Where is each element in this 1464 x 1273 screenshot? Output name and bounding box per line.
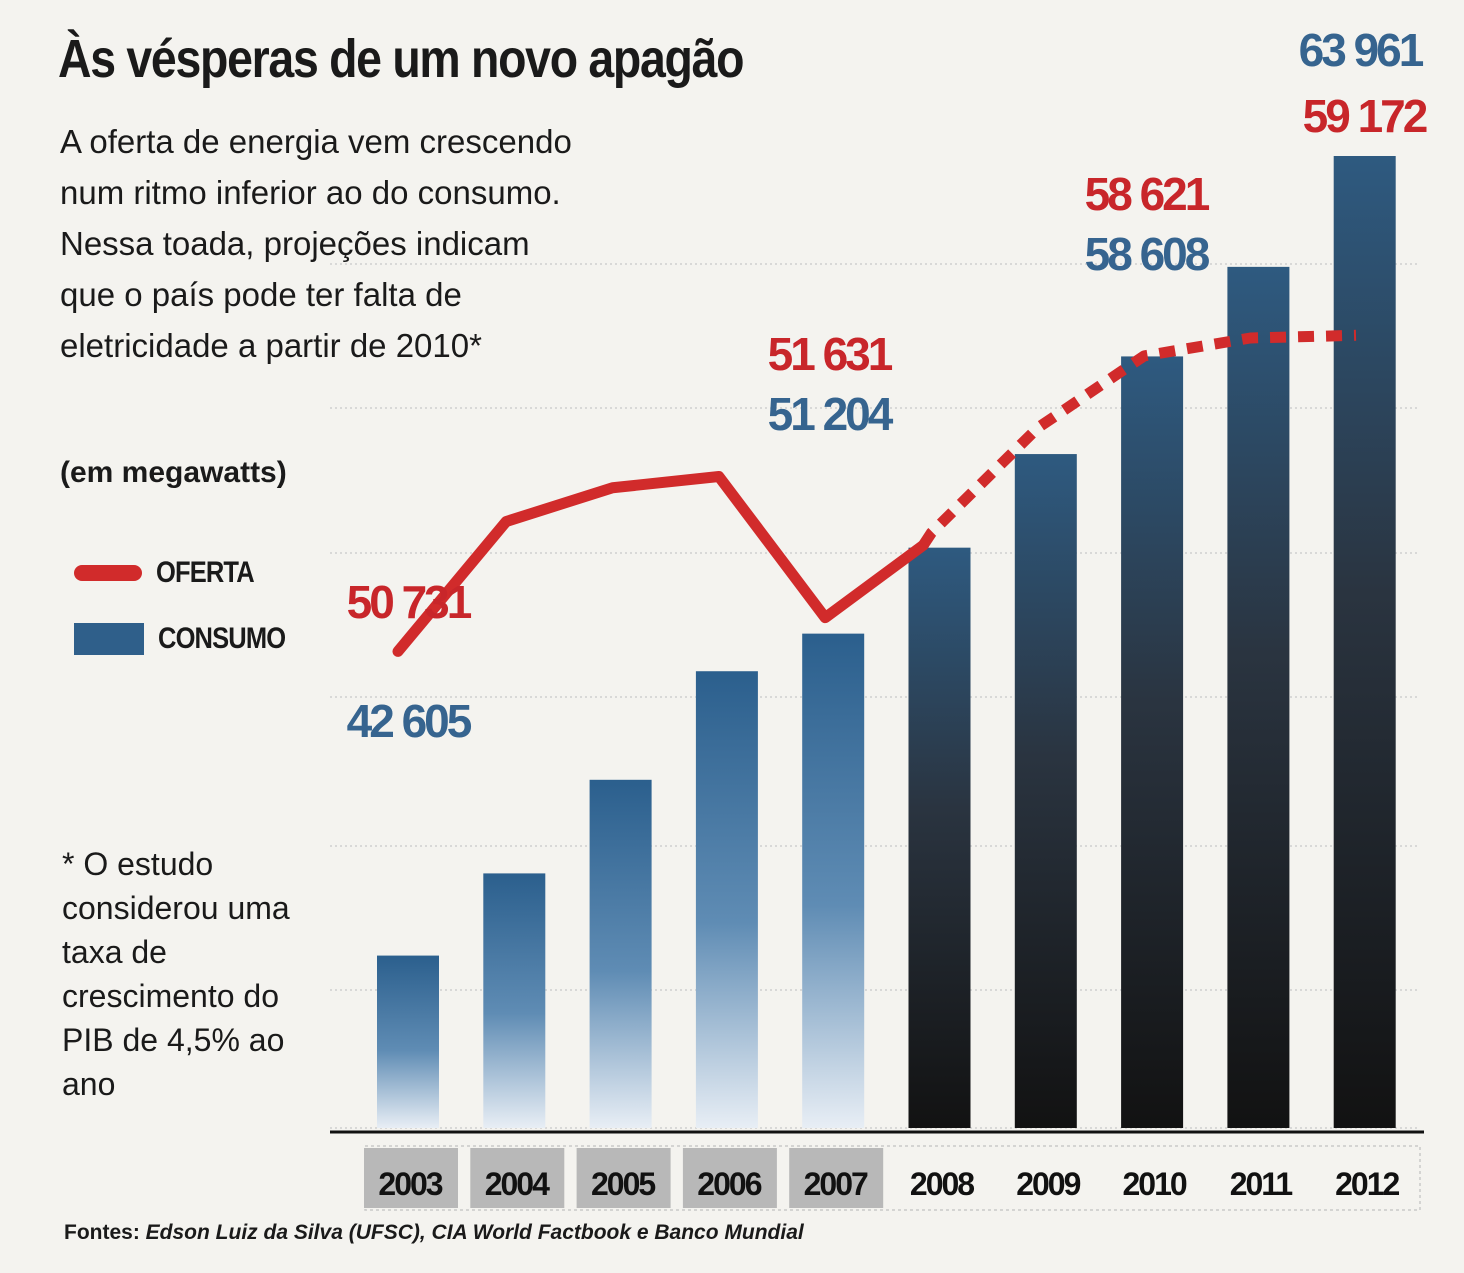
data-label-consumo-2010: 58 608 bbox=[1085, 228, 1210, 280]
data-label-oferta-2012: 59 172 bbox=[1303, 90, 1427, 142]
bar-2006 bbox=[695, 671, 758, 1128]
bar-2007 bbox=[802, 633, 865, 1128]
tick-bg-2007 bbox=[789, 1148, 884, 1208]
tick-label-2004: 2004 bbox=[485, 1166, 550, 1202]
bar-2008 bbox=[908, 547, 971, 1128]
tick-label-2007: 2007 bbox=[804, 1166, 868, 1202]
data-label-oferta-2010: 58 621 bbox=[1085, 168, 1210, 220]
tick-label-2010: 2010 bbox=[1123, 1166, 1187, 1202]
bar-2010 bbox=[1121, 356, 1184, 1128]
bar-2004 bbox=[483, 873, 546, 1128]
x-axis-frame bbox=[364, 1145, 1421, 1211]
legend-label-oferta: OFERTA bbox=[156, 556, 255, 589]
legend-label-consumo: CONSUMO bbox=[158, 622, 286, 655]
bar-2005 bbox=[589, 779, 652, 1128]
bar-2012 bbox=[1333, 156, 1396, 1128]
tick-label-2006: 2006 bbox=[697, 1166, 761, 1202]
data-label-oferta-2007: 51 631 bbox=[768, 328, 893, 380]
data-label-consumo-2003: 42 605 bbox=[347, 695, 472, 747]
tick-label-2012: 2012 bbox=[1335, 1166, 1399, 1202]
chart-subtitle: A oferta de energia vem crescendo num ri… bbox=[60, 123, 572, 364]
legend-swatch-consumo bbox=[74, 623, 144, 655]
source-text: Edson Luiz da Silva (UFSC), CIA World Fa… bbox=[145, 1221, 804, 1244]
tick-bg-2003 bbox=[364, 1148, 458, 1208]
data-label-oferta-2003: 50 731 bbox=[347, 576, 472, 628]
chart-title: Às vésperas de um novo apagão bbox=[58, 29, 745, 89]
oferta-line-solid bbox=[392, 471, 929, 657]
tick-label-2003: 2003 bbox=[378, 1166, 442, 1202]
tick-label-2008: 2008 bbox=[910, 1166, 974, 1202]
unit-label: (em megawatts) bbox=[60, 456, 287, 489]
oferta-line bbox=[392, 329, 1357, 657]
bar-2003 bbox=[377, 955, 439, 1128]
legend-swatch-oferta bbox=[74, 565, 142, 581]
tick-label-2005: 2005 bbox=[591, 1166, 655, 1202]
data-labels: 50 731 42 605 51 631 51 204 58 621 58 608 63 9… bbox=[347, 24, 1430, 747]
data-label-consumo-2007: 51 204 bbox=[768, 388, 894, 440]
source-note: Fontes: Edson Luiz da Silva (UFSC), CIA … bbox=[64, 1221, 804, 1245]
legend-item-consumo: CONSUMO bbox=[74, 622, 308, 656]
data-label-consumo-2012: 63 961 bbox=[1299, 24, 1424, 76]
footnote: * O estudo considerou uma taxa de cresci… bbox=[62, 846, 290, 1102]
bars bbox=[377, 156, 1396, 1128]
tick-label-2011: 2011 bbox=[1230, 1166, 1293, 1202]
oferta-line-projected bbox=[918, 329, 1357, 549]
tick-label-2009: 2009 bbox=[1016, 1166, 1080, 1202]
x-axis: 2003 2004 2005 2006 2007 2008 2009 2010 2011 2012 bbox=[330, 1130, 1424, 1211]
tick-bg-2005 bbox=[576, 1148, 671, 1208]
tick-bg-2006 bbox=[682, 1148, 777, 1208]
bar-2011 bbox=[1227, 266, 1290, 1128]
tick-bg-2004 bbox=[470, 1148, 565, 1208]
legend-item-oferta: OFERTA bbox=[74, 556, 271, 590]
source-label: Fontes: bbox=[64, 1221, 140, 1244]
bar-2009 bbox=[1014, 454, 1077, 1128]
